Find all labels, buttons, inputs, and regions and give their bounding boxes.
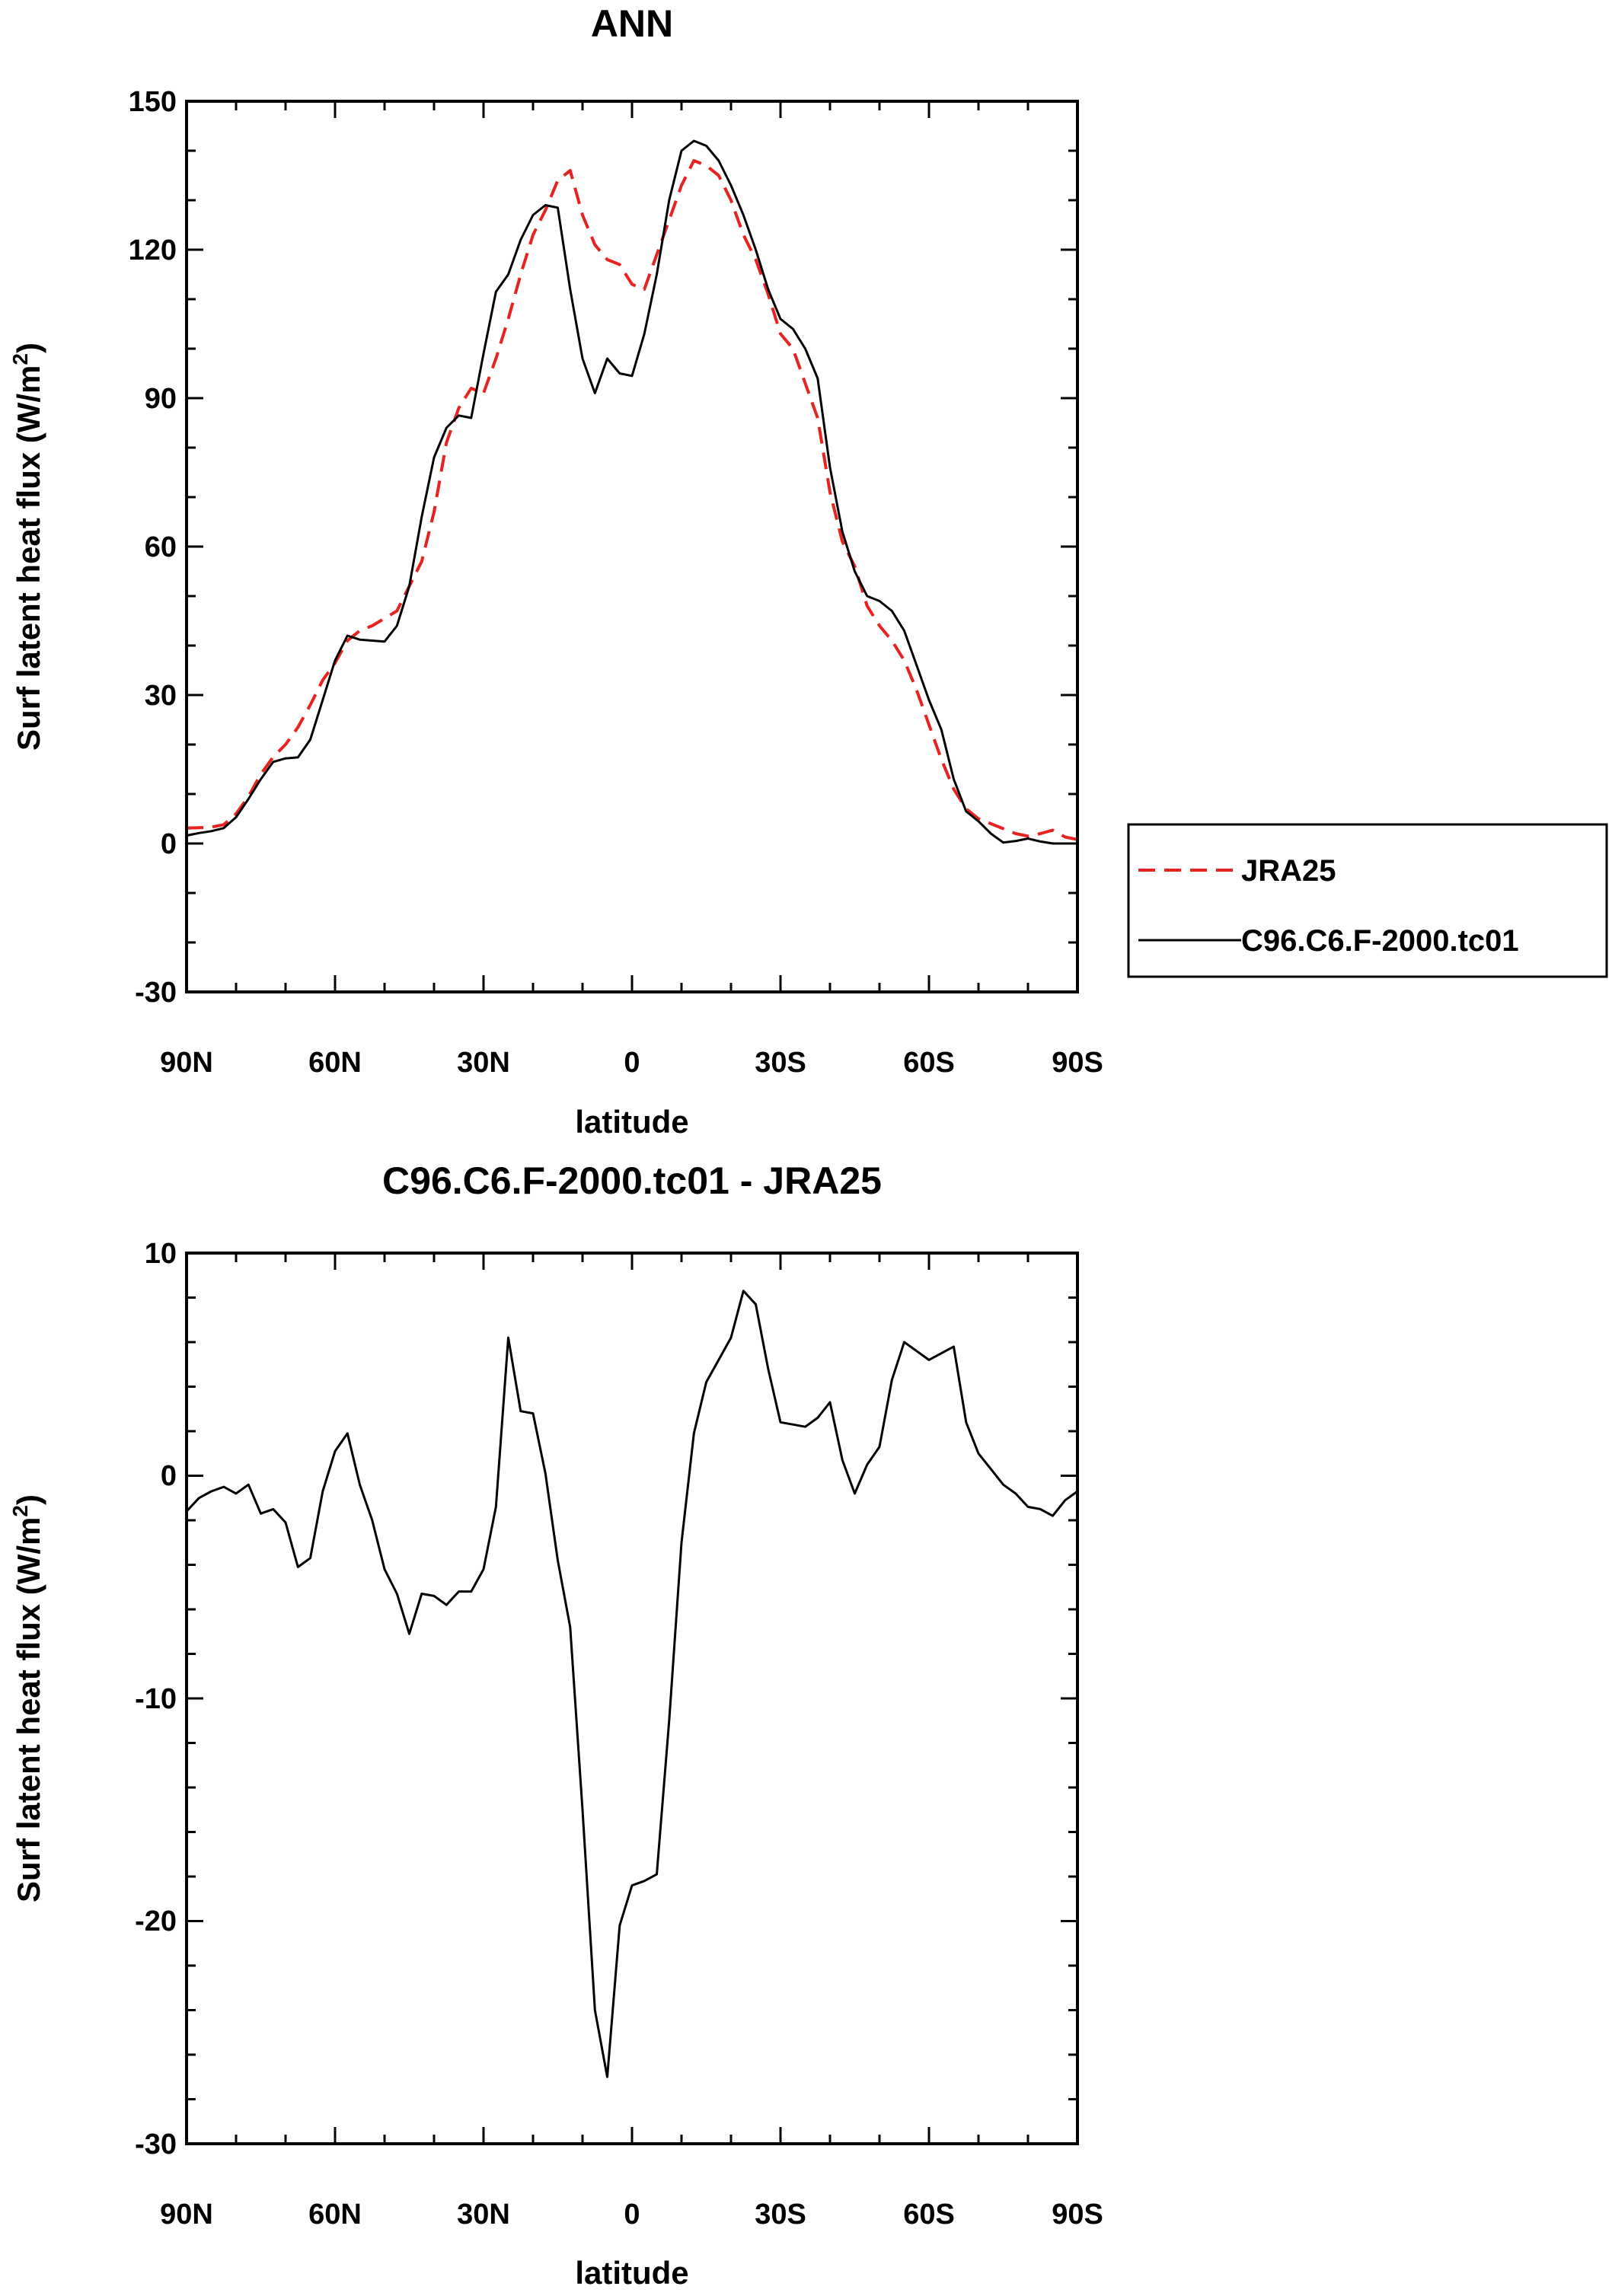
- legend-label-model: C96.C6.F-2000.tc01: [1241, 924, 1519, 958]
- x-tick-label: 30N: [457, 1047, 510, 1079]
- y-tick-label: -30: [135, 977, 177, 1009]
- x-tick-label: 90N: [160, 2199, 213, 2231]
- y-tick-label: 60: [145, 531, 177, 563]
- bottom-panel-y-axis-label: Surf latent heat flux (W/m2): [8, 1494, 46, 1902]
- y-axis-label-close: ): [11, 343, 46, 353]
- x-tick-label: 60N: [308, 1047, 362, 1079]
- y-axis-label-text: Surf latent heat flux (W/m: [11, 365, 46, 751]
- y-tick-label: 10: [145, 1238, 177, 1270]
- top-panel: ANN -30 0 30 60 90 120 150 90N 60N 30N 0…: [8, 2, 1608, 1140]
- y-tick-label: 90: [145, 383, 177, 415]
- bottom-panel-series: [185, 1290, 1078, 2078]
- y-axis-label-superscript: 2: [8, 1505, 32, 1517]
- y-tick-label: 120: [129, 234, 177, 266]
- top-panel-series: [186, 139, 1078, 845]
- x-tick-label: 30S: [755, 1047, 806, 1079]
- x-tick-label: 90N: [160, 1047, 213, 1079]
- top-panel-y-tick-labels: -30 0 30 60 90 120 150: [129, 86, 177, 1009]
- x-tick-label: 90S: [1052, 2199, 1103, 2231]
- bottom-panel-x-tick-labels: 90N 60N 30N 0 30S 60S 90S: [160, 2199, 1103, 2231]
- x-tick-label: 90S: [1052, 1047, 1103, 1079]
- y-axis-label-superscript: 2: [8, 353, 32, 365]
- x-tick-label: 30S: [755, 2199, 806, 2231]
- y-axis-label-text: Surf latent heat flux (W/m: [11, 1517, 46, 1902]
- top-panel-x-axis-label: latitude: [575, 1104, 688, 1140]
- y-tick-label: 0: [161, 828, 177, 860]
- y-tick-label: -30: [135, 2129, 177, 2160]
- y-tick-label: -20: [135, 1905, 177, 1937]
- legend-label-jra25: JRA25: [1241, 854, 1336, 888]
- top-panel-title: ANN: [591, 2, 673, 45]
- x-tick-label: 30N: [457, 2199, 510, 2231]
- bottom-panel-frame: [185, 1252, 1079, 2145]
- x-tick-label: 60N: [308, 2199, 362, 2231]
- series-line-difference: [185, 1290, 1078, 2078]
- top-panel-frame: [185, 100, 1079, 993]
- y-tick-label: 30: [145, 680, 177, 712]
- x-tick-label: 60S: [903, 2199, 955, 2231]
- y-axis-label-close: ): [11, 1494, 46, 1505]
- bottom-panel-y-tick-labels: -30 -20 -10 0 10: [135, 1238, 177, 2160]
- bottom-panel: C96.C6.F-2000.tc01 - JRA25 -30 -20 -10 0…: [8, 1159, 1103, 2291]
- y-tick-label: 150: [129, 86, 177, 118]
- x-tick-label: 60S: [903, 1047, 955, 1079]
- top-panel-y-axis-label: Surf latent heat flux (W/m2): [8, 343, 46, 751]
- bottom-panel-x-axis-label: latitude: [575, 2255, 688, 2291]
- y-tick-label: -10: [135, 1683, 177, 1715]
- series-line-c96-c6-f-2000-tc01: [186, 139, 1077, 845]
- bottom-panel-title: C96.C6.F-2000.tc01 - JRA25: [382, 1159, 882, 1202]
- legend-box: [1127, 823, 1608, 978]
- y-tick-label: 0: [161, 1460, 177, 1492]
- top-panel-ticks: [185, 100, 1079, 993]
- x-tick-label: 0: [624, 1047, 640, 1079]
- x-tick-label: 0: [624, 2199, 640, 2231]
- legend: JRA25 C96.C6.F-2000.tc01: [1127, 823, 1608, 978]
- bottom-panel-ticks: [185, 1252, 1079, 2145]
- top-panel-x-tick-labels: 90N 60N 30N 0 30S 60S 90S: [160, 1047, 1103, 1079]
